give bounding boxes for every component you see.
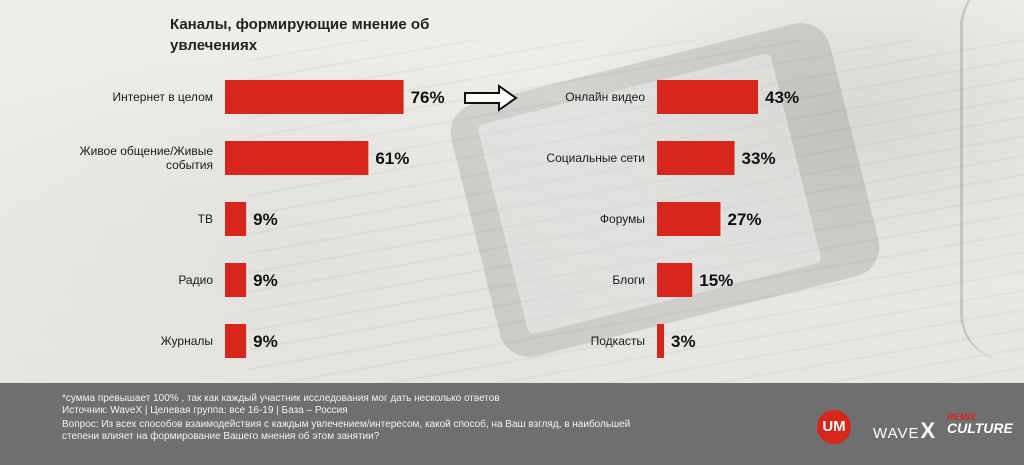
chart-area: Интернет в целом 76% Живое общение/Живые со…: [80, 80, 799, 358]
category-label-2-1: Онлайн видео: [565, 90, 645, 104]
value-label-2-2: 33%: [742, 149, 776, 168]
value-label-1-3: 9%: [253, 210, 278, 229]
wavex-logo-wave: WAVE: [873, 425, 920, 442]
bar-1-3: [225, 202, 247, 236]
bar-2-2: [657, 141, 735, 175]
value-label-1-1: 76%: [411, 88, 445, 107]
footer-bar: [0, 383, 1024, 465]
category-label-2-3: Форумы: [600, 212, 645, 226]
category-label-2-4: Блоги: [612, 273, 645, 287]
bar-2-1: [657, 80, 759, 114]
um-logo: UM: [817, 410, 851, 444]
bar-2-3: [657, 202, 721, 236]
footnote-question-cont: степени влияет на формирование Вашего мн…: [62, 431, 380, 442]
value-label-2-1: 43%: [765, 88, 799, 107]
value-label-1-5: 9%: [253, 332, 278, 351]
category-label-2-5: Подкасты: [591, 334, 645, 348]
bar-2-4: [657, 263, 693, 297]
category-label-1-2: Живое общение/Живые события: [80, 144, 214, 172]
wavex-logo-x: X: [920, 418, 937, 443]
value-label-2-4: 15%: [699, 271, 733, 290]
right-arrow-icon: [464, 84, 518, 112]
wavex-logo: WAVEX: [873, 418, 936, 444]
bar-1-1: [225, 80, 404, 114]
category-label-1-3: ТВ: [198, 212, 213, 226]
value-label-2-3: 27%: [727, 210, 761, 229]
bar-1-4: [225, 263, 247, 297]
chart-title: Каналы, формирующие мнение об увлечениях: [170, 16, 430, 54]
remix-logo-bottom: CULTURE: [947, 420, 1013, 436]
bar-chart-svg: Интернет в целом 76% Живое общение/Живые со…: [80, 80, 799, 358]
value-label-1-2: 61%: [375, 149, 409, 168]
category-label-1-4: Радио: [178, 273, 213, 287]
remix-culture-logo: REMIX CULTURE: [947, 412, 1013, 436]
bar-2-5: [657, 324, 665, 358]
category-label-1-1: Интернет в целом: [113, 90, 213, 104]
value-label-2-5: 3%: [671, 332, 696, 351]
bar-1-5: [225, 324, 247, 358]
value-label-1-4: 9%: [253, 271, 278, 290]
bar-1-2: [225, 141, 369, 175]
footnote-question: Вопрос: Из всех способов взаимодействия …: [62, 419, 631, 430]
category-label-2-2: Социальные сети: [546, 151, 645, 165]
footnote-source: Источник: WaveX | Целевая группа: все 16…: [62, 405, 348, 416]
footnote-total: *сумма превышает 100% , так как каждый у…: [62, 393, 500, 404]
remix-logo-top: REMIX: [947, 412, 976, 422]
headphone-cable-decoration: [960, 0, 1024, 360]
category-label-1-5: Журналы: [161, 334, 213, 348]
